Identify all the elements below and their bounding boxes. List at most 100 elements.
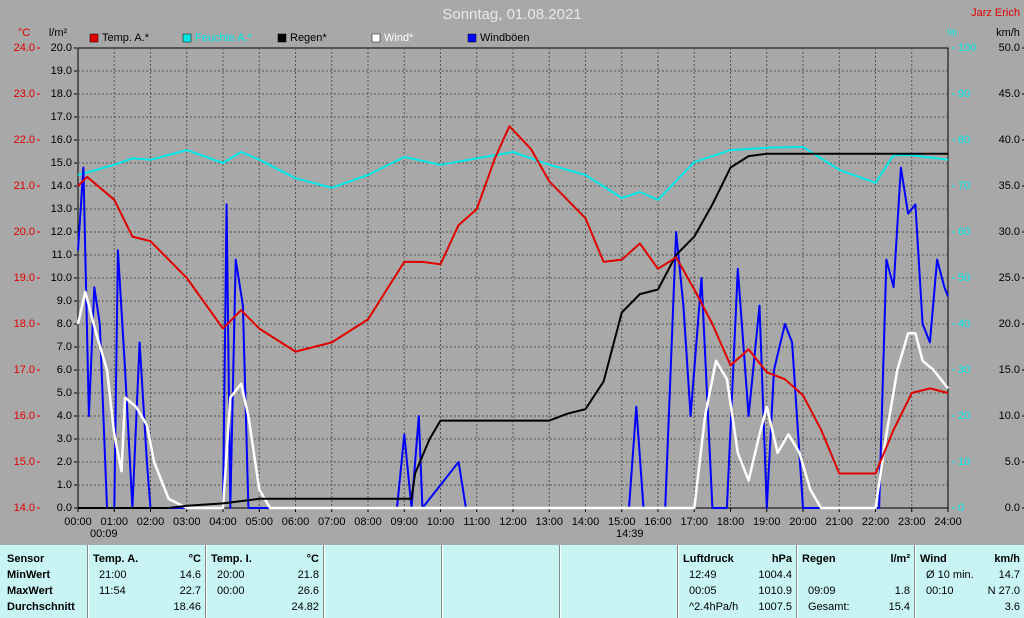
x-tick-label: 10:00 xyxy=(427,516,455,528)
table-cell: 09:09 xyxy=(808,585,836,597)
y-tick-label: 24.0 xyxy=(14,42,35,54)
y4-tick-label: 10.0 xyxy=(999,410,1020,422)
y-tick-label: 16.0 xyxy=(14,410,35,422)
y4-tick-label: 30.0 xyxy=(999,226,1020,238)
y-tick-label: 18.0 xyxy=(14,318,35,330)
y3-tick-label: 14.0 xyxy=(51,180,72,192)
y2-tick-label: 60 xyxy=(958,226,970,238)
table-cell: 3.6 xyxy=(1004,601,1020,613)
table-cell: 20:00 xyxy=(217,569,245,581)
y3-tick-label: 11.0 xyxy=(51,249,72,261)
table-cell: 1004.4 xyxy=(758,569,792,581)
chart: Sonntag, 01.08.2021 Jarz Erich °C l/m² %… xyxy=(14,6,1024,540)
y2-tick-label: 30 xyxy=(958,364,970,376)
x-tick-label: 17:00 xyxy=(680,516,708,528)
y3-tick-label: 18.0 xyxy=(51,88,72,100)
y3-unit: l/m² xyxy=(49,27,68,39)
y-tick-label: 20.0 xyxy=(14,226,35,238)
x-tick-label: 19:00 xyxy=(753,516,781,528)
y2-tick-label: 90 xyxy=(958,88,970,100)
y3-tick-label: 9.0 xyxy=(57,295,72,307)
y3-tick-label: 7.0 xyxy=(57,341,72,353)
table-cell: Temp. A. xyxy=(93,553,139,565)
legend-swatch xyxy=(89,33,99,43)
x-tick-label: 23:00 xyxy=(898,516,926,528)
y3-tick-label: 20.0 xyxy=(51,42,72,54)
table-cell: 26.6 xyxy=(297,585,319,597)
y4-tick-label: 35.0 xyxy=(999,180,1020,192)
series-line xyxy=(77,125,949,475)
y4-tick-label: 5.0 xyxy=(1005,456,1020,468)
y3-tick-label: 2.0 xyxy=(57,456,72,468)
series-line xyxy=(78,152,948,509)
y-tick-label: 15.0 xyxy=(14,456,35,468)
x-tick-label: 04:00 xyxy=(209,516,237,528)
column-border xyxy=(559,545,561,618)
legend-label: Feuchte A.* xyxy=(195,32,253,44)
table-cell: 22.7 xyxy=(179,585,201,597)
y4-tick-label: 40.0 xyxy=(999,134,1020,146)
y2-tick-label: 10 xyxy=(958,456,970,468)
x-tick-label: 00:00 xyxy=(64,516,92,528)
x-tick-label: 09:00 xyxy=(390,516,418,528)
x-tick-label: 21:00 xyxy=(825,516,853,528)
y-unit: °C xyxy=(18,27,30,39)
table-cell: Regen xyxy=(802,553,836,565)
table-cell: 1007.5 xyxy=(758,601,792,613)
y3-tick-label: 1.0 xyxy=(57,479,72,491)
y2-tick-label: 0 xyxy=(958,502,964,514)
table-cell: 12:49 xyxy=(689,569,717,581)
y-tick-label: 23.0 xyxy=(14,88,35,100)
table-cell: 15.4 xyxy=(888,601,910,613)
table-cell: 00:10 xyxy=(926,585,954,597)
legend-label: Wind* xyxy=(384,32,414,44)
table-cell: Luftdruck xyxy=(683,553,734,565)
x-tick-label: 12:00 xyxy=(499,516,527,528)
table-cell: 1010.9 xyxy=(758,585,792,597)
column-border xyxy=(914,545,916,618)
y4-tick-label: 15.0 xyxy=(999,364,1020,376)
table-cell: 00:05 xyxy=(689,585,717,597)
table-cell: Temp. I. xyxy=(211,553,252,565)
table-cell: °C xyxy=(306,553,319,565)
y-tick-label: 21.0 xyxy=(14,180,35,192)
x-tick-label: 16:00 xyxy=(644,516,672,528)
table-cell: N 27.0 xyxy=(987,585,1020,597)
x-tick-label: 24:00 xyxy=(934,516,962,528)
x-tick-label: 15:00 xyxy=(608,516,636,528)
column-border xyxy=(323,545,325,618)
y-tick-label: 17.0 xyxy=(14,364,35,376)
y2-tick-label: 50 xyxy=(958,272,970,284)
table-cell: 21.8 xyxy=(297,569,319,581)
column-border xyxy=(677,545,679,618)
annotation: 14:39 xyxy=(616,528,644,540)
y3-tick-label: 5.0 xyxy=(57,387,72,399)
legend-swatch xyxy=(182,33,192,43)
x-tick-label: 02:00 xyxy=(137,516,165,528)
table-cell: 1.8 xyxy=(894,585,910,597)
x-tick-label: 05:00 xyxy=(245,516,273,528)
x-tick-label: 03:00 xyxy=(173,516,201,528)
y2-unit: % xyxy=(947,27,957,39)
legend-swatch xyxy=(467,33,477,43)
x-tick-label: 18:00 xyxy=(717,516,745,528)
y3-tick-label: 17.0 xyxy=(51,111,72,123)
table-cell: ^2.4hPa/h xyxy=(689,601,739,613)
table-cell: Durchschnitt xyxy=(7,601,75,613)
y4-tick-label: 25.0 xyxy=(999,272,1020,284)
y2-tick-label: 100 xyxy=(958,42,976,54)
y3-tick-label: 12.0 xyxy=(51,226,72,238)
x-tick-label: 13:00 xyxy=(535,516,563,528)
y3-tick-label: 13.0 xyxy=(51,203,72,215)
x-tick-label: 14:00 xyxy=(572,516,600,528)
annotation: 00:09 xyxy=(90,528,118,540)
y3-tick-label: 19.0 xyxy=(51,65,72,77)
column-border xyxy=(441,545,443,618)
x-tick-label: 07:00 xyxy=(318,516,346,528)
y-tick-label: 19.0 xyxy=(14,272,35,284)
y3-tick-label: 0.0 xyxy=(57,502,72,514)
y3-tick-label: 15.0 xyxy=(51,157,72,169)
table-cell: 24.82 xyxy=(291,601,319,613)
table-cell: hPa xyxy=(771,553,792,565)
